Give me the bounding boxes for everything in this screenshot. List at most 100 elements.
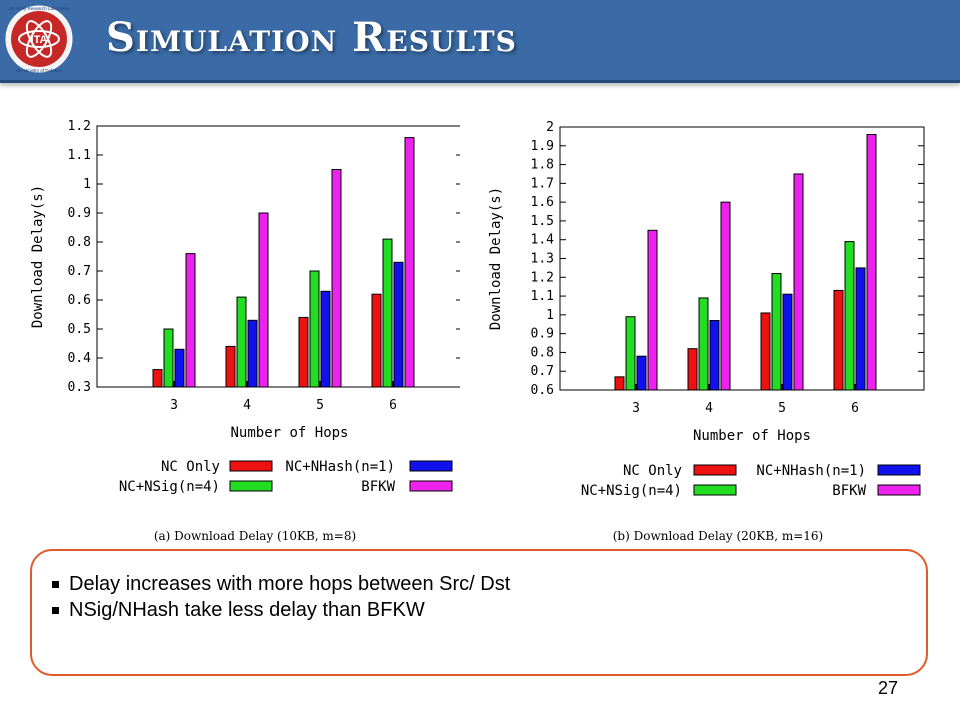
bar (720, 201, 731, 391)
legend-label: NC+NSig(n=4) (119, 479, 220, 495)
y-tick-label: 0.4 (68, 351, 92, 366)
y-tick-label: 1.6 (531, 195, 554, 210)
legend-swatch (229, 480, 273, 492)
logo-center-text: ITA (31, 34, 48, 46)
legend-swatch (693, 464, 737, 476)
y-tick-label: 1.1 (531, 289, 554, 304)
x-tick-label: 5 (778, 401, 786, 416)
y-axis-label: Download Delay(s) (488, 187, 504, 330)
y-tick-label: 0.6 (531, 383, 554, 398)
legend-swatch (409, 480, 453, 492)
chart-caption: (a) Download Delay (10KB, m=8) (154, 529, 356, 543)
page-number: 27 (878, 678, 899, 698)
y-tick-label: 0.8 (68, 235, 91, 250)
bar (687, 348, 698, 391)
logo-ring-bottom-text: UK Ministry of Defence (16, 68, 63, 73)
bar (404, 137, 415, 388)
x-tick-label: 4 (705, 401, 713, 416)
y-tick-label: 1.2 (68, 119, 91, 134)
findings-box: Delay increases with more hops between S… (30, 549, 928, 676)
bar (782, 293, 793, 391)
bar (225, 345, 236, 388)
y-tick-label: 1.4 (531, 233, 555, 248)
y-tick-label: 0.9 (68, 206, 91, 221)
legend-swatch (693, 484, 737, 496)
y-tick-label: 1.3 (531, 252, 554, 267)
x-tick-label: 3 (632, 401, 640, 416)
bar (174, 348, 185, 388)
bar (855, 267, 866, 391)
legend-label: NC+NHash(n=1) (285, 459, 395, 475)
legend-swatch (877, 464, 921, 476)
ita-logo: ITA US Army Research Laboratory UK Minis… (5, 5, 73, 73)
bar (636, 355, 647, 391)
x-tick-label: 6 (851, 401, 859, 416)
bar (844, 241, 855, 391)
bar (393, 261, 404, 388)
y-tick-label: 1.5 (531, 214, 554, 229)
legend-label: NC+NHash(n=1) (756, 463, 866, 479)
bar (614, 376, 625, 391)
finding-text: NSig/NHash take less delay than BFKW (69, 599, 425, 621)
finding-item: NSig/NHash take less delay than BFKW (52, 597, 510, 623)
bar (866, 134, 877, 391)
finding-text: Delay increases with more hops between S… (69, 573, 511, 595)
bar (247, 319, 258, 388)
finding-item: Delay increases with more hops between S… (52, 571, 510, 597)
y-tick-label: 0.5 (68, 322, 91, 337)
bar (698, 297, 709, 391)
x-tick-label: 6 (389, 398, 397, 413)
legend-swatch (877, 484, 921, 496)
bar (833, 289, 844, 391)
slide-title: Simulation Results (106, 14, 517, 61)
x-axis-label: Number of Hops (230, 425, 348, 441)
y-tick-label: 0.7 (68, 264, 91, 279)
y-tick-label: 1 (83, 177, 91, 192)
y-tick-label: 0.8 (531, 345, 554, 360)
chart-caption: (b) Download Delay (20KB, m=16) (613, 529, 823, 543)
y-tick-label: 1 (546, 308, 554, 323)
y-tick-label: 2 (546, 120, 554, 135)
y-tick-label: 0.9 (531, 327, 554, 342)
y-tick-label: 0.7 (531, 364, 554, 379)
bar (309, 270, 320, 388)
x-tick-label: 4 (243, 398, 251, 413)
chart-download-delay-20kb: 0.6 0.7 0.8 0.9 1 1.1 1.2 1.3 1.4 1.5 1.6 1.7 1.8 1.9… (488, 120, 925, 543)
chart-download-delay-10kb: 0.3 0.4 0.5 0.6 0.7 0.8 0.9 1 1.1 1.2 3 4 5 6 Number o… (30, 119, 460, 543)
legend-label: BFKW (832, 483, 866, 499)
logo-ring-top-text: US Army Research Laboratory (8, 6, 70, 11)
bullet-square-icon (52, 580, 59, 588)
bullet-square-icon (52, 606, 59, 614)
plot-frame (96, 125, 460, 388)
bar (382, 238, 393, 388)
legend-label: NC Only (623, 463, 682, 479)
bar (331, 169, 342, 388)
bar (771, 273, 782, 391)
bar (152, 369, 163, 388)
x-axis-label: Number of Hops (693, 428, 811, 444)
bar (647, 229, 658, 391)
y-tick-label: 1.2 (531, 270, 554, 285)
bar (185, 253, 196, 388)
y-tick-label: 1.9 (531, 139, 554, 154)
y-tick-label: 0.3 (68, 380, 91, 395)
bar (709, 319, 720, 391)
bar (371, 293, 382, 388)
x-tick-label: 3 (170, 398, 178, 413)
y-tick-label: 0.6 (68, 293, 91, 308)
legend-label: NC Only (161, 459, 220, 475)
legend-swatch (409, 460, 453, 472)
bar (760, 312, 771, 391)
plot-frame (559, 126, 925, 391)
bar (163, 328, 174, 388)
bar (793, 173, 804, 391)
x-tick-label: 5 (316, 398, 324, 413)
y-axis-label: Download Delay(s) (30, 185, 46, 328)
bar (625, 316, 636, 391)
y-tick-label: 1.7 (531, 176, 554, 191)
y-tick-label: 1.8 (531, 158, 554, 173)
y-tick-label: 1.1 (68, 148, 91, 163)
findings-list: Delay increases with more hops between S… (52, 571, 510, 623)
legend-label: BFKW (361, 479, 395, 495)
slide-header: ITA US Army Research Laboratory UK Minis… (0, 0, 960, 83)
